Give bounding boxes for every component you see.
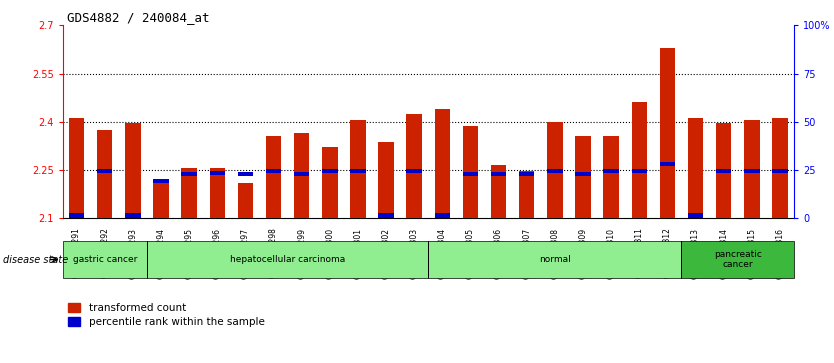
Bar <box>744 168 760 173</box>
Bar <box>631 168 647 173</box>
Bar <box>547 122 563 218</box>
Bar <box>294 172 309 176</box>
Bar <box>97 130 113 218</box>
Bar <box>182 172 197 176</box>
Text: gastric cancer: gastric cancer <box>73 255 137 264</box>
Bar <box>322 168 338 173</box>
Bar <box>575 172 590 176</box>
Bar <box>688 213 703 218</box>
Bar <box>182 168 197 218</box>
Bar <box>266 168 281 173</box>
Bar <box>350 168 365 173</box>
Bar <box>379 213 394 218</box>
Bar <box>688 118 703 218</box>
Text: GDS4882 / 240084_at: GDS4882 / 240084_at <box>67 11 209 24</box>
Bar <box>125 213 141 218</box>
Bar <box>435 213 450 218</box>
Bar <box>147 241 429 278</box>
Bar <box>153 179 168 183</box>
Bar <box>716 168 731 173</box>
Bar <box>772 118 787 218</box>
Bar <box>294 133 309 218</box>
Bar <box>69 118 84 218</box>
Bar <box>379 142 394 218</box>
Bar <box>575 136 590 218</box>
Bar <box>519 172 535 176</box>
Text: hepatocellular carcinoma: hepatocellular carcinoma <box>230 255 345 264</box>
Bar <box>744 120 760 218</box>
Bar <box>491 172 506 176</box>
Bar <box>681 241 794 278</box>
Text: disease state: disease state <box>3 254 68 265</box>
Bar <box>631 102 647 218</box>
Bar <box>406 114 422 218</box>
Bar <box>209 168 225 218</box>
Bar <box>435 109 450 218</box>
Text: normal: normal <box>539 255 570 264</box>
Bar <box>716 123 731 218</box>
Bar <box>238 183 254 218</box>
Bar <box>463 172 478 176</box>
Bar <box>238 172 254 176</box>
Bar <box>660 162 675 166</box>
Bar <box>209 171 225 175</box>
Bar <box>429 241 681 278</box>
Legend: transformed count, percentile rank within the sample: transformed count, percentile rank withi… <box>68 303 264 327</box>
Bar <box>406 168 422 173</box>
Bar <box>153 179 168 218</box>
Bar <box>350 120 365 218</box>
Bar <box>519 171 535 218</box>
Bar <box>322 147 338 218</box>
Bar <box>603 168 619 173</box>
Text: pancreatic
cancer: pancreatic cancer <box>714 250 761 269</box>
Bar <box>772 168 787 173</box>
Bar <box>63 241 147 278</box>
Bar <box>547 168 563 173</box>
Bar <box>491 165 506 218</box>
Bar <box>266 136 281 218</box>
Bar <box>69 213 84 218</box>
Bar <box>125 123 141 218</box>
Bar <box>97 168 113 173</box>
Bar <box>463 126 478 218</box>
Bar <box>603 136 619 218</box>
Bar <box>660 48 675 218</box>
